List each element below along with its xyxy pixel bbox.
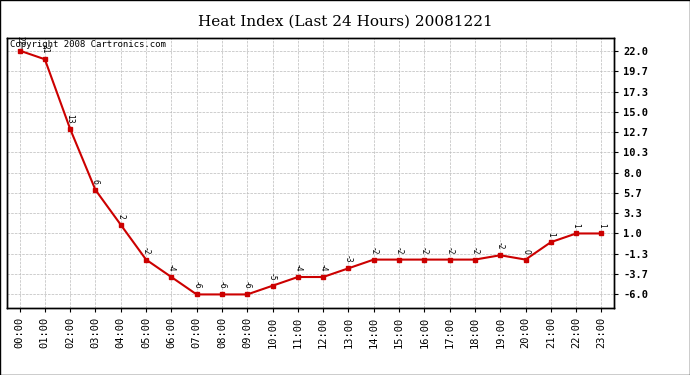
Text: -3: -3: [344, 255, 353, 263]
Text: 2: 2: [116, 214, 126, 219]
Text: -2: -2: [369, 246, 378, 254]
Text: Heat Index (Last 24 Hours) 20081221: Heat Index (Last 24 Hours) 20081221: [197, 15, 493, 29]
Text: 1: 1: [546, 232, 555, 237]
Text: 0: 0: [521, 249, 530, 254]
Text: -6: -6: [243, 281, 252, 289]
Text: -6: -6: [192, 281, 201, 289]
Text: 21: 21: [40, 44, 50, 54]
Text: Copyright 2008 Cartronics.com: Copyright 2008 Cartronics.com: [10, 40, 166, 49]
Text: -6: -6: [217, 281, 226, 289]
Text: -2: -2: [141, 246, 150, 254]
Text: -2: -2: [495, 242, 505, 250]
Text: -2: -2: [395, 246, 404, 254]
Text: -2: -2: [445, 246, 454, 254]
Text: 1: 1: [571, 223, 581, 228]
Text: 1: 1: [597, 223, 606, 228]
Text: -2: -2: [471, 246, 480, 254]
Text: 13: 13: [66, 114, 75, 123]
Text: 6: 6: [91, 180, 100, 184]
Text: -2: -2: [420, 246, 429, 254]
Text: -5: -5: [268, 273, 277, 280]
Text: -4: -4: [293, 264, 302, 272]
Text: 22: 22: [15, 36, 24, 45]
Text: -4: -4: [319, 264, 328, 272]
Text: -4: -4: [167, 264, 176, 272]
